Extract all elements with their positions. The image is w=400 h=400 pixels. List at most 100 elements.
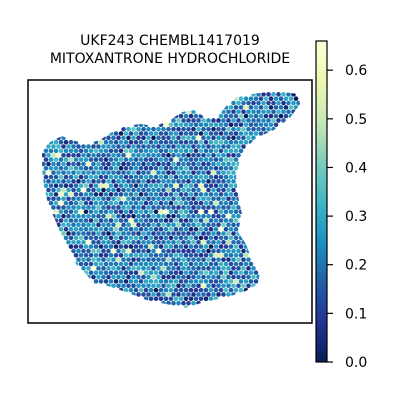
tissue-spot — [178, 183, 184, 188]
tissue-spot — [128, 287, 134, 293]
tissue-spot — [43, 192, 49, 197]
tissue-spot — [193, 192, 199, 197]
tissue-spot — [123, 139, 129, 145]
tissue-spot — [71, 205, 76, 210]
tissue-spot — [206, 257, 211, 262]
tissue-spot — [178, 174, 184, 180]
tissue-spot — [68, 200, 74, 206]
tissue-spot — [283, 113, 289, 119]
tissue-spot — [81, 179, 86, 184]
tissue-spot — [91, 144, 96, 149]
tissue-spot — [68, 192, 74, 197]
tissue-spot — [118, 183, 124, 188]
tissue-spot — [58, 166, 64, 171]
tissue-spot — [256, 274, 261, 280]
tissue-spot — [98, 174, 104, 180]
tissue-spot — [176, 292, 181, 297]
tissue-spot — [238, 131, 244, 136]
tissue-spot — [288, 105, 294, 110]
tissue-spot — [286, 100, 291, 106]
tissue-spot — [68, 139, 74, 145]
tissue-spot — [96, 144, 101, 149]
tissue-spot — [76, 152, 81, 158]
tissue-spot — [228, 131, 234, 136]
tissue-spot — [156, 231, 161, 236]
tissue-spot — [241, 274, 246, 280]
tissue-spot — [131, 239, 136, 245]
tissue-spot — [183, 287, 189, 293]
tissue-spot — [66, 196, 71, 202]
tissue-spot — [123, 226, 129, 232]
tissue-spot — [138, 174, 144, 180]
tissue-spot — [168, 253, 174, 258]
tissue-spot — [231, 248, 236, 254]
tissue-spot — [188, 148, 194, 154]
tissue-spot — [108, 253, 114, 258]
tissue-spot — [61, 161, 66, 167]
tissue-spot — [248, 122, 254, 128]
tissue-spot — [213, 183, 219, 188]
tissue-spot — [168, 287, 174, 293]
tissue-spot — [211, 274, 216, 280]
tissue-spot — [63, 226, 69, 232]
tissue-spot — [123, 244, 129, 249]
tissue-spot — [153, 270, 159, 276]
tissue-spot — [173, 157, 179, 162]
tissue-spot — [226, 126, 231, 132]
tissue-spot — [173, 166, 179, 171]
tissue-spot — [113, 148, 119, 154]
tissue-spot — [168, 139, 174, 145]
tissue-spot — [191, 118, 196, 123]
tissue-spot — [181, 266, 186, 271]
tissue-spot — [111, 135, 116, 141]
tissue-spot — [183, 157, 189, 162]
tissue-spot — [118, 192, 124, 197]
tissue-spot — [163, 235, 169, 241]
tissue-spot — [211, 292, 216, 297]
tissue-spot — [123, 209, 129, 215]
tissue-spot — [58, 200, 64, 206]
tissue-spot — [178, 226, 184, 232]
tissue-spot — [61, 205, 66, 210]
tissue-spot — [148, 131, 154, 136]
tissue-spot — [246, 135, 251, 141]
tissue-spot — [191, 300, 196, 306]
tissue-spot — [156, 196, 161, 202]
tissue-spot — [73, 209, 79, 215]
tissue-spot — [153, 183, 159, 188]
tissue-spot — [258, 113, 264, 119]
tissue-spot — [221, 283, 226, 289]
tissue-spot — [163, 192, 169, 197]
tissue-spot — [166, 170, 171, 175]
tissue-spot — [108, 200, 114, 206]
tissue-spot — [76, 248, 81, 254]
tissue-spot — [133, 122, 139, 128]
tissue-spot — [48, 139, 54, 145]
tissue-spot — [143, 235, 149, 241]
tissue-spot — [63, 209, 69, 215]
tissue-spot — [91, 161, 96, 167]
tissue-spot — [228, 244, 234, 249]
tissue-spot — [146, 283, 151, 289]
tissue-spot — [61, 213, 66, 219]
tissue-spot — [138, 183, 144, 188]
tissue-spot — [181, 231, 186, 236]
tissue-spot — [111, 170, 116, 175]
tissue-spot — [191, 187, 196, 193]
tissue-spot — [143, 192, 149, 197]
tissue-spot — [243, 105, 249, 110]
tissue-spot — [43, 157, 49, 162]
tissue-spot — [91, 179, 96, 184]
tissue-spot — [188, 200, 194, 206]
tissue-spot — [93, 157, 99, 162]
tissue-spot — [51, 152, 56, 158]
tissue-spot — [206, 179, 211, 184]
tissue-spot — [156, 257, 161, 262]
tissue-spot — [163, 148, 169, 154]
tissue-spot — [163, 218, 169, 223]
tissue-spot — [63, 200, 69, 206]
tissue-spot — [121, 274, 126, 280]
tissue-spot — [226, 170, 231, 175]
tissue-spot — [88, 183, 94, 188]
tissue-spot — [173, 139, 179, 145]
